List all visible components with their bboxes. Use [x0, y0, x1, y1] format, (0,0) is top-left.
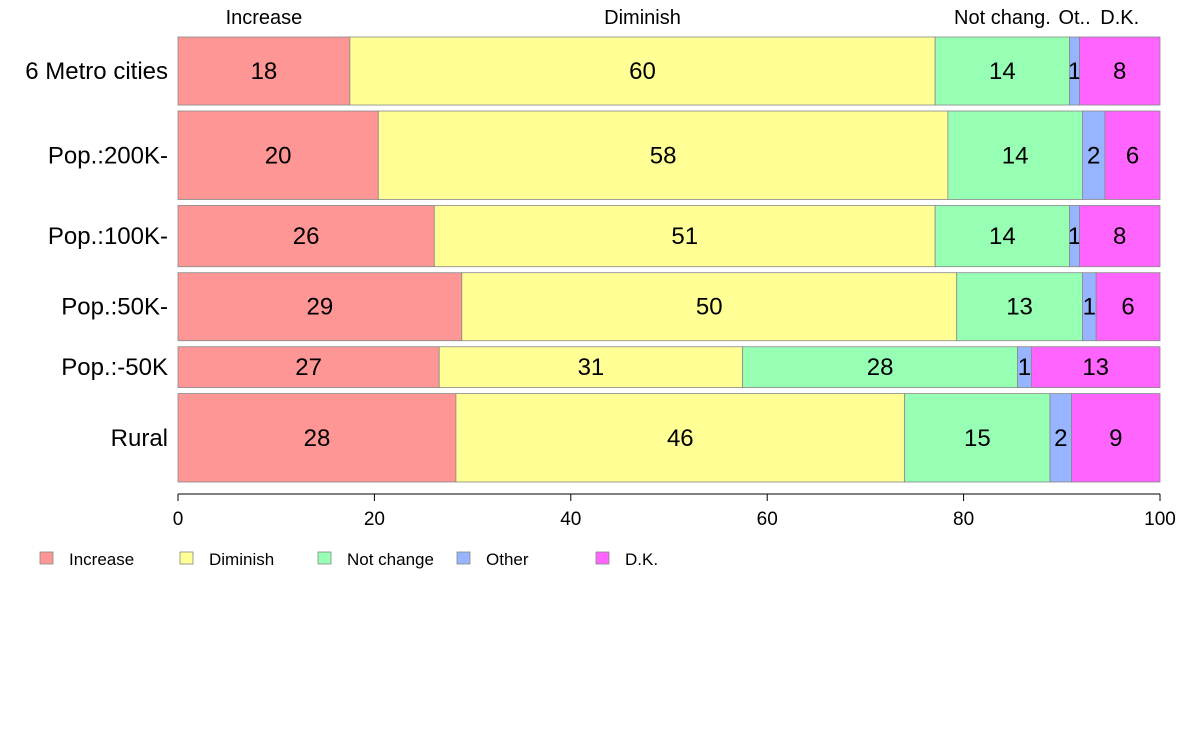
- data-label: 1: [1068, 223, 1081, 250]
- legend-swatch: [179, 551, 194, 565]
- row-label-pop-50k: Pop.:-50K: [61, 354, 168, 381]
- x-tick-label: 20: [364, 509, 385, 530]
- bar-segment-not-change: [956, 272, 1083, 342]
- legend-item-diminish: Diminish: [179, 550, 274, 569]
- data-label: 50: [696, 294, 723, 321]
- row-label-rural: Rural: [111, 425, 168, 452]
- legend-label: Other: [486, 550, 529, 569]
- bar-segment-not-change: [742, 346, 1019, 388]
- bar-segment-not-change: [904, 393, 1051, 483]
- data-label: 28: [867, 354, 894, 381]
- bar-segment-diminish: [349, 36, 936, 106]
- x-tick-label: 100: [1144, 509, 1176, 530]
- data-label: 46: [667, 425, 694, 452]
- bar-segment-diminish: [433, 205, 936, 268]
- top-label-increase: Increase: [226, 7, 303, 29]
- data-label: 8: [1113, 58, 1126, 85]
- bar-segment-diminish: [461, 272, 958, 342]
- bar-segment-not-change: [934, 36, 1071, 106]
- data-label: 6: [1121, 294, 1134, 321]
- top-label-diminish: Diminish: [604, 7, 681, 29]
- x-tick-label: 60: [757, 509, 778, 530]
- row-label-6-metro-cities: 6 Metro cities: [25, 58, 168, 85]
- data-label: 1: [1068, 58, 1081, 85]
- bars: 18 60 14 1 820 58 14 2 626 51 14 1 829 50 13 1 627 31 28 1 1…: [177, 36, 1161, 483]
- data-label: 14: [989, 223, 1016, 250]
- data-label: 28: [304, 425, 331, 452]
- data-label: 18: [251, 58, 278, 85]
- legend-item-increase: Increase: [39, 550, 134, 569]
- bar-segment-increase: [177, 205, 435, 268]
- data-label: 20: [265, 142, 292, 169]
- data-label: 27: [295, 354, 322, 381]
- top-label-d-k: D.K.: [1100, 7, 1139, 29]
- bar-row-6-metro-cities: 18 60 14 1 8: [177, 36, 1161, 106]
- legend-label: D.K.: [625, 550, 658, 569]
- bar-segment-increase: [177, 110, 379, 200]
- bar-segment-diminish: [438, 346, 744, 388]
- bar-segment-increase: [177, 346, 440, 388]
- row-label-pop-100k: Pop.:100K-: [48, 223, 168, 250]
- bar-segment-increase: [177, 36, 351, 106]
- data-label: 31: [578, 354, 605, 381]
- legend-swatch: [317, 551, 332, 565]
- top-label-other: Ot..: [1058, 7, 1090, 29]
- bar-row-pop-200k: 20 58 14 2 6: [177, 110, 1161, 200]
- bar-segment-d-k: [1079, 205, 1161, 268]
- bar-segment-d-k: [1071, 393, 1161, 483]
- bar-segment-d-k: [1030, 346, 1161, 388]
- data-label: 2: [1087, 142, 1100, 169]
- x-tick-label: 80: [953, 509, 974, 530]
- legend-swatch: [39, 551, 54, 565]
- top-category-labels: Increase Diminish Not chang. Ot.. D.K.: [226, 7, 1140, 29]
- bar-segment-d-k: [1079, 36, 1161, 106]
- x-tick-label: 40: [560, 509, 581, 530]
- legend-label: Not change: [347, 550, 434, 569]
- row-label-pop-50k: Pop.:50K-: [61, 294, 168, 321]
- data-label: 8: [1113, 223, 1126, 250]
- legend: Increase Diminish Not change Other D.K.: [39, 550, 658, 569]
- bar-segment-diminish: [377, 110, 949, 200]
- legend-swatch: [595, 551, 610, 565]
- bar-segment-d-k: [1095, 272, 1161, 342]
- bar-segment-diminish: [455, 393, 906, 483]
- data-label: 60: [629, 58, 656, 85]
- bar-segment-increase: [177, 272, 463, 342]
- bar-row-pop-50k: 27 31 28 1 13: [177, 346, 1161, 388]
- x-axis: 0 20 40 60 80 100: [173, 493, 1176, 530]
- data-label: 26: [293, 223, 320, 250]
- bar-segment-increase: [177, 393, 457, 483]
- top-label-not-change: Not chang.: [954, 7, 1051, 29]
- data-label: 15: [964, 425, 991, 452]
- data-label: 51: [671, 223, 698, 250]
- legend-item-d-k: D.K.: [595, 550, 658, 569]
- legend-label: Diminish: [209, 550, 274, 569]
- row-labels: 6 Metro cities Pop.:200K- Pop.:100K- Pop.:5…: [25, 58, 168, 452]
- data-label: 1: [1018, 354, 1031, 381]
- data-label: 9: [1109, 425, 1122, 452]
- data-label: 6: [1126, 142, 1139, 169]
- bar-row-pop-50k: 29 50 13 1 6: [177, 272, 1161, 342]
- data-label: 13: [1082, 354, 1109, 381]
- data-label: 1: [1083, 294, 1096, 321]
- legend-item-other: Other: [456, 550, 529, 569]
- data-label: 14: [1002, 142, 1029, 169]
- data-label: 29: [307, 294, 334, 321]
- bar-segment-not-change: [947, 110, 1083, 200]
- data-label: 58: [650, 142, 677, 169]
- x-tick-label: 0: [173, 509, 184, 530]
- bar-segment-not-change: [934, 205, 1071, 268]
- data-label: 14: [989, 58, 1016, 85]
- legend-label: Increase: [69, 550, 134, 569]
- legend-item-not-change: Not change: [317, 550, 434, 569]
- bar-row-rural: 28 46 15 2 9: [177, 393, 1161, 483]
- bar-segment-d-k: [1104, 110, 1161, 200]
- row-label-pop-200k: Pop.:200K-: [48, 142, 168, 169]
- data-label: 2: [1054, 425, 1067, 452]
- data-label: 13: [1006, 294, 1033, 321]
- legend-swatch: [456, 551, 471, 565]
- bar-row-pop-100k: 26 51 14 1 8: [177, 205, 1161, 268]
